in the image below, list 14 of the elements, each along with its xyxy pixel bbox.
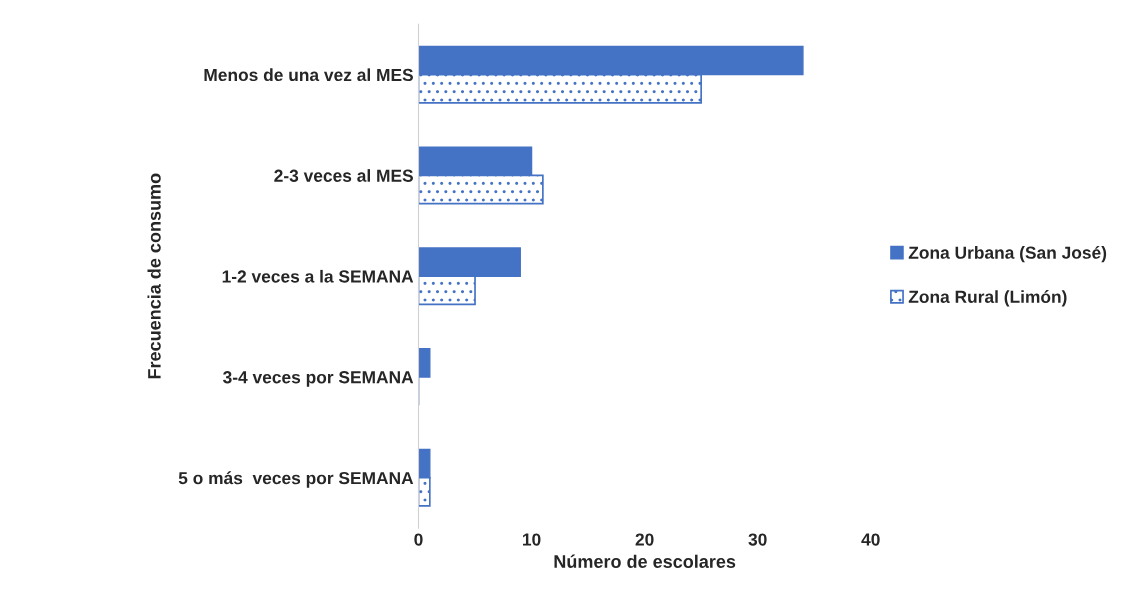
y-tick-label: Menos de una vez al MES — [204, 68, 413, 82]
x-axis-title: Número de escolares — [554, 554, 736, 568]
x-tick-label: 10 — [523, 533, 541, 546]
x-tick-label: 40 — [861, 533, 880, 546]
legend-label: Zona Rural (Limón) — [908, 290, 1067, 307]
x-tick-label: 20 — [635, 533, 654, 546]
y-tick-label: 1-2 veces a la SEMANA — [222, 269, 414, 283]
y-tick-label: 5 o más veces por SEMANA — [178, 471, 414, 488]
y-axis-title: Frecuencia de consumo — [147, 173, 161, 379]
y-tick-label: 2-3 veces al MES — [274, 169, 413, 182]
x-tick-label: 30 — [748, 533, 767, 546]
y-tick-label: 3-4 veces por SEMANA — [223, 371, 414, 387]
legend-label: Zona Urbana (San José) — [908, 245, 1107, 263]
x-tick-label: 0 — [414, 533, 423, 546]
